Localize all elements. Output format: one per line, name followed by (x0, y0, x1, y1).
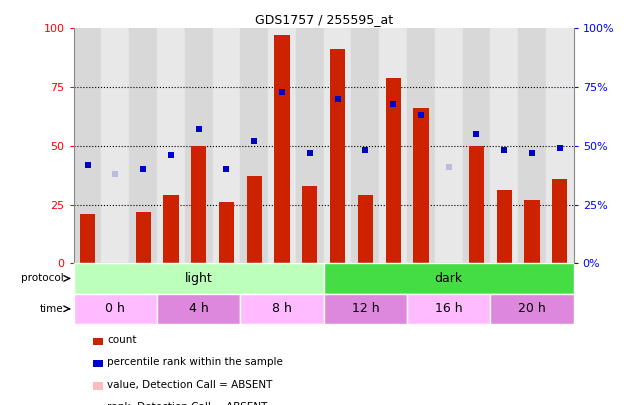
Bar (351, 28, 379, 263)
Text: value, Detection Call = ABSENT: value, Detection Call = ABSENT (107, 380, 272, 390)
Bar (74, 263, 324, 294)
Text: 8 h: 8 h (272, 302, 292, 315)
Bar (213, 28, 240, 263)
Bar (324, 28, 351, 263)
Bar (385, 78, 401, 263)
Bar (518, 28, 546, 263)
Text: 12 h: 12 h (351, 302, 379, 315)
Bar (80, 214, 96, 263)
Bar (135, 211, 151, 263)
Bar (74, 28, 101, 263)
Bar (358, 195, 373, 263)
Text: 20 h: 20 h (518, 302, 546, 315)
Bar (407, 28, 435, 263)
Bar (463, 28, 490, 263)
Bar (296, 28, 324, 263)
Bar (157, 28, 185, 263)
Bar (163, 195, 179, 263)
Title: GDS1757 / 255595_at: GDS1757 / 255595_at (254, 13, 393, 26)
Text: count: count (107, 335, 137, 345)
Text: 4 h: 4 h (189, 302, 208, 315)
Bar (469, 146, 484, 263)
Text: 0 h: 0 h (105, 302, 126, 315)
Bar (274, 35, 290, 263)
Bar (191, 146, 206, 263)
Bar (324, 294, 407, 324)
Text: 16 h: 16 h (435, 302, 463, 315)
Text: time: time (40, 304, 63, 314)
Bar (524, 200, 540, 263)
Text: light: light (185, 272, 213, 285)
Text: rank, Detection Call = ABSENT: rank, Detection Call = ABSENT (107, 402, 267, 405)
Bar (490, 294, 574, 324)
Bar (101, 28, 129, 263)
Bar (407, 294, 490, 324)
Bar (552, 179, 567, 263)
Bar (185, 28, 213, 263)
Bar (546, 28, 574, 263)
Bar (435, 28, 463, 263)
Text: percentile rank within the sample: percentile rank within the sample (107, 358, 283, 367)
Text: protocol: protocol (21, 273, 63, 283)
Text: dark: dark (435, 272, 463, 285)
Bar (129, 28, 157, 263)
Bar (219, 202, 234, 263)
Bar (302, 186, 317, 263)
Bar (324, 263, 574, 294)
Bar (240, 294, 324, 324)
Bar (268, 28, 296, 263)
Bar (413, 108, 429, 263)
Bar (379, 28, 407, 263)
Bar (240, 28, 268, 263)
Bar (157, 294, 240, 324)
Bar (330, 49, 345, 263)
Bar (490, 28, 518, 263)
Bar (74, 294, 157, 324)
Bar (497, 190, 512, 263)
Bar (247, 176, 262, 263)
